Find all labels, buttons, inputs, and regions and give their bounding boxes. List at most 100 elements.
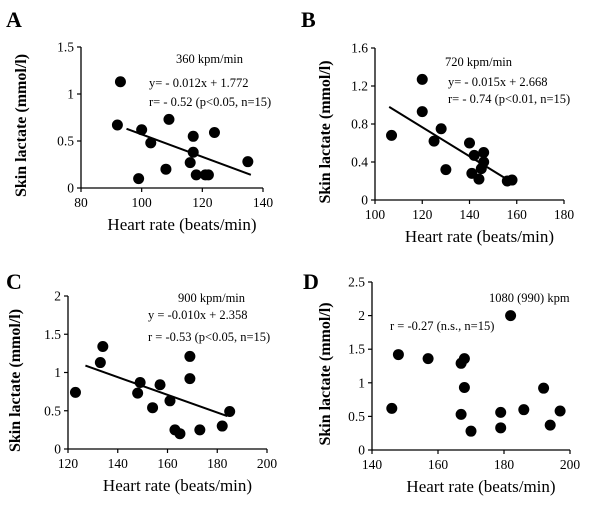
panel-c-y-tick-label: 2 bbox=[54, 289, 61, 304]
panel-c-x-tick-label: 160 bbox=[157, 456, 178, 471]
panel-b-y-tick-label: 0.8 bbox=[351, 117, 368, 132]
panel-a-data-point bbox=[133, 173, 145, 185]
panel-a-y-tick-label: 1.5 bbox=[57, 40, 74, 55]
panel-b-data-point bbox=[435, 123, 447, 135]
panel-c-x-axis-label: Heart rate (beats/min) bbox=[103, 476, 252, 495]
panel-d-data-point bbox=[465, 425, 477, 437]
panel-a-x-tick-label: 100 bbox=[132, 195, 153, 210]
panel-d-y-tick-label: 2.5 bbox=[348, 275, 365, 290]
panel-a-annotation-2: y= - 0.012x + 1.772 bbox=[149, 76, 249, 90]
panel-c-data-point bbox=[134, 376, 146, 388]
panel-c-data-point bbox=[224, 406, 236, 418]
panel-d-x-tick-label: 160 bbox=[428, 457, 449, 472]
panel-b-data-point bbox=[386, 129, 398, 141]
panel-a-data-point bbox=[202, 169, 214, 181]
panel-a-data-point bbox=[163, 113, 175, 125]
panel-d-data-point bbox=[538, 382, 550, 394]
panel-d-data-point bbox=[518, 404, 530, 416]
panel-b-y-tick-label: 1.2 bbox=[351, 79, 368, 94]
panel-c-x-tick-label: 180 bbox=[207, 456, 228, 471]
panel-b-data-point bbox=[416, 106, 428, 118]
panel-c-data-point bbox=[184, 373, 196, 385]
panel-a-data-point bbox=[184, 157, 196, 169]
panel-b-data-point bbox=[506, 174, 518, 186]
panel-a-data-point bbox=[160, 163, 172, 175]
panel-c-data-point bbox=[94, 357, 106, 369]
panel-a-y-tick-label: 1 bbox=[67, 87, 74, 102]
panel-b-data-point bbox=[464, 137, 475, 149]
panel-b-annotation-2: y= - 0.015x + 2.668 bbox=[448, 75, 548, 89]
panel-c-regression-line bbox=[85, 364, 228, 418]
panel-d-data-point bbox=[554, 405, 566, 417]
panel-c-y-tick-label: 1.5 bbox=[44, 327, 61, 342]
panel-d-letter: D bbox=[303, 269, 319, 294]
panel-c-data-point bbox=[69, 386, 81, 398]
panel-c-x-tick-label: 140 bbox=[108, 456, 129, 471]
panel-c-y-tick-label: 0.5 bbox=[44, 403, 61, 418]
panel-d-data-point bbox=[544, 419, 556, 431]
panel-b-data-point bbox=[478, 147, 490, 158]
panel-b-x-tick-label: 120 bbox=[412, 207, 433, 222]
panel-d-y-tick-label: 1.5 bbox=[348, 342, 365, 357]
panel-a-data-point bbox=[208, 127, 220, 139]
panel-c-data-point bbox=[184, 350, 196, 362]
panel-d-x-tick-label: 180 bbox=[494, 457, 515, 472]
panel-c-data-point bbox=[132, 387, 144, 399]
panel-a-data-point bbox=[242, 156, 254, 168]
panel-a-annotation-3: r= - 0.52 (p<0.05, n=15) bbox=[149, 95, 271, 109]
panel-b-y-tick-label: 1.6 bbox=[351, 41, 368, 56]
panel-b-letter: B bbox=[301, 7, 316, 32]
panel-c-annotation-1: 900 kpm/min bbox=[178, 291, 246, 305]
panel-a-data-point bbox=[145, 137, 157, 149]
panel-d-y-tick-label: 0.5 bbox=[348, 409, 365, 424]
panel-b-data-point bbox=[440, 164, 452, 176]
panel-a-data-point bbox=[114, 76, 126, 88]
panel-b-data-point bbox=[468, 149, 480, 161]
panel-d-data-point bbox=[392, 349, 404, 361]
panel-d-data-point bbox=[386, 402, 398, 414]
panel-c-y-tick-label: 1 bbox=[54, 365, 61, 380]
panel-b-data-point bbox=[428, 135, 440, 147]
panel-d-data-point bbox=[455, 408, 467, 420]
panel-c-y-tick-label: 0 bbox=[54, 442, 61, 457]
panel-b-y-axis-label: Skin lactate (mmol/l) bbox=[317, 60, 334, 203]
panel-d-y-tick-label: 2 bbox=[358, 308, 365, 323]
panel-d-data-point bbox=[458, 353, 470, 365]
panel-a-data-point bbox=[111, 119, 123, 131]
panel-b-x-tick-label: 160 bbox=[507, 207, 528, 222]
panel-d-annotation-1: 1080 (990) kpm bbox=[489, 291, 570, 305]
panel-d-data-point bbox=[505, 310, 517, 322]
panel-b-regression-line bbox=[388, 106, 511, 182]
panel-b-x-axis-label: Heart rate (beats/min) bbox=[405, 227, 554, 246]
panel-d-x-tick-label: 140 bbox=[362, 457, 383, 472]
panel-d-annotation-2: r = -0.27 (n.s., n=15) bbox=[390, 319, 494, 333]
panel-b-y-tick-label: 0.4 bbox=[351, 155, 368, 170]
panel-b-annotation-3: r= - 0.74 (p<0.01, n=15) bbox=[448, 92, 570, 106]
panel-d-data-point bbox=[422, 353, 434, 365]
panel-c-data-point bbox=[97, 340, 109, 352]
panel-a-data-point bbox=[187, 146, 199, 158]
panel-d-data-point bbox=[495, 422, 507, 434]
panel-d-y-tick-label: 0 bbox=[358, 443, 365, 458]
panel-c-x-tick-label: 200 bbox=[257, 456, 278, 471]
panel-c-annotation-3: r = -0.53 (p<0.05, n=15) bbox=[148, 330, 270, 344]
panel-a-x-tick-label: 120 bbox=[192, 195, 213, 210]
panel-d-data-point bbox=[458, 382, 470, 394]
panel-b-x-tick-label: 140 bbox=[459, 207, 480, 222]
panel-c-data-point bbox=[147, 402, 159, 414]
panel-c-x-tick-label: 120 bbox=[58, 456, 79, 471]
panel-a-data-point bbox=[187, 130, 199, 142]
panel-a-x-tick-label: 140 bbox=[253, 195, 274, 210]
panel-c-letter: C bbox=[6, 269, 22, 294]
panel-c-data-point bbox=[194, 424, 206, 436]
panel-c-y-axis-label: Skin lactate (mmol/l) bbox=[7, 309, 24, 452]
panel-b-x-tick-label: 100 bbox=[365, 207, 386, 222]
panel-a-annotation-1: 360 kpm/min bbox=[176, 52, 244, 66]
panel-b-annotation-1: 720 kpm/min bbox=[445, 55, 513, 69]
panel-d-y-tick-label: 1 bbox=[358, 375, 365, 390]
panel-d-x-axis-label: Heart rate (beats/min) bbox=[406, 477, 555, 496]
panel-a-data-point bbox=[136, 124, 148, 136]
panel-c-data-point bbox=[216, 420, 228, 432]
panel-d-x-tick-label: 200 bbox=[560, 457, 581, 472]
panel-a-y-axis-label: Skin lactate (mmol/l) bbox=[13, 54, 30, 197]
